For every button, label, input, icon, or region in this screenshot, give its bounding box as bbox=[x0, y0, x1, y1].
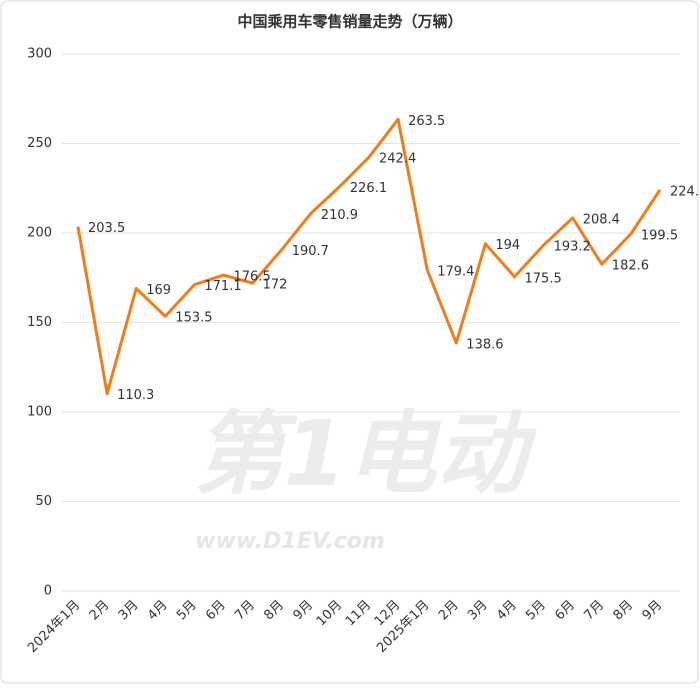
data-label: 169 bbox=[146, 283, 171, 298]
data-label: 172 bbox=[263, 278, 288, 293]
y-tick-label: 300 bbox=[27, 47, 52, 62]
data-label: 224.1 bbox=[670, 184, 700, 199]
data-label: 194 bbox=[495, 238, 520, 253]
y-tick-label: 100 bbox=[27, 405, 52, 420]
chart-title: 中国乘用车零售销量走势（万辆） bbox=[237, 13, 462, 31]
data-label: 110.3 bbox=[117, 388, 154, 403]
data-label: 138.6 bbox=[466, 337, 503, 352]
data-label: 193.2 bbox=[554, 240, 591, 255]
data-line bbox=[76, 117, 662, 396]
data-label: 182.6 bbox=[612, 259, 649, 274]
y-tick-label: 150 bbox=[27, 315, 52, 330]
y-tick-label: 50 bbox=[35, 494, 52, 509]
data-label: 176.5 bbox=[234, 270, 271, 285]
data-label: 210.9 bbox=[321, 208, 358, 223]
y-tick-label: 0 bbox=[44, 584, 52, 599]
data-label: 171.1 bbox=[204, 279, 241, 294]
data-label: 179.4 bbox=[437, 264, 474, 279]
data-label: 203.5 bbox=[88, 221, 125, 236]
data-label: 263.5 bbox=[408, 114, 445, 129]
data-label: 242.4 bbox=[379, 152, 416, 167]
watermark-brand: 第1电动 bbox=[194, 402, 538, 507]
data-label: 226.1 bbox=[350, 181, 387, 196]
data-label: 153.5 bbox=[175, 311, 212, 326]
watermark-url: www.D1EV.com bbox=[195, 529, 385, 554]
data-label: 208.4 bbox=[583, 212, 620, 227]
data-label: 190.7 bbox=[292, 244, 329, 259]
y-tick-label: 250 bbox=[27, 136, 52, 151]
data-label: 175.5 bbox=[525, 271, 562, 286]
data-label: 199.5 bbox=[641, 228, 678, 243]
y-tick-label: 200 bbox=[27, 226, 52, 241]
